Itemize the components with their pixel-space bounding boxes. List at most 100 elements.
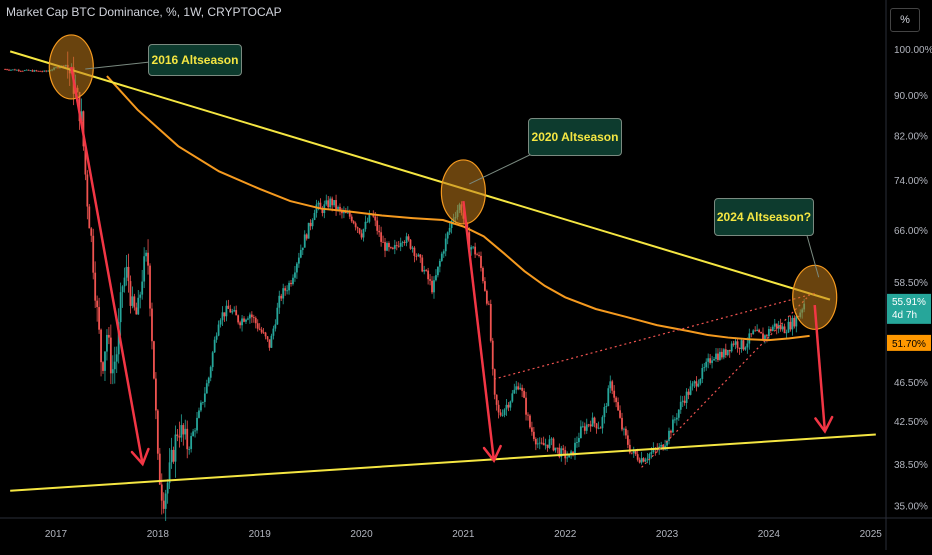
candle-body bbox=[744, 347, 747, 350]
candle-body bbox=[201, 401, 204, 403]
candle-body bbox=[272, 328, 275, 336]
candle-body bbox=[646, 458, 649, 460]
candle-body bbox=[589, 424, 592, 427]
candle-body bbox=[278, 295, 281, 308]
candle-body bbox=[419, 254, 422, 258]
candle-body bbox=[360, 233, 363, 238]
percent-scale-button[interactable]: % bbox=[890, 8, 920, 32]
candle-body bbox=[448, 227, 451, 233]
candle-body bbox=[39, 70, 42, 72]
x-tick-label: 2023 bbox=[656, 529, 679, 540]
candle-body bbox=[634, 450, 637, 455]
candle-body bbox=[80, 111, 83, 122]
candle-body bbox=[626, 435, 629, 445]
candle-body bbox=[595, 423, 598, 429]
candle-body bbox=[591, 417, 594, 427]
candle-body bbox=[131, 296, 134, 306]
candle-body bbox=[311, 219, 314, 227]
candle-body bbox=[41, 71, 44, 73]
candle-body bbox=[623, 428, 625, 430]
candle-body bbox=[292, 277, 294, 285]
candle-body bbox=[247, 318, 249, 320]
candle-body bbox=[248, 314, 251, 319]
candle-body bbox=[331, 198, 334, 206]
candle-body bbox=[405, 236, 408, 243]
candle-body bbox=[303, 234, 306, 248]
candle-body bbox=[21, 70, 24, 72]
candle-body bbox=[689, 386, 692, 395]
candle-body bbox=[736, 341, 739, 348]
x-tick-label: 2020 bbox=[350, 529, 373, 540]
candle-body bbox=[515, 386, 518, 390]
candle-body bbox=[407, 236, 410, 240]
candle-body bbox=[558, 447, 561, 457]
candle-body bbox=[133, 296, 136, 308]
candle-body bbox=[554, 447, 557, 451]
arrow-head bbox=[814, 415, 834, 434]
candle-body bbox=[309, 222, 312, 227]
candle-body bbox=[229, 308, 232, 313]
candle-body bbox=[511, 393, 514, 402]
candle-body bbox=[435, 275, 437, 281]
candle-body bbox=[358, 228, 361, 234]
candle-body bbox=[305, 234, 308, 239]
x-tick-label: 2022 bbox=[554, 529, 577, 540]
candle-body bbox=[115, 354, 118, 362]
candle-body bbox=[556, 447, 559, 449]
candle-body bbox=[343, 211, 345, 214]
candle-body bbox=[174, 434, 177, 462]
candle-body bbox=[638, 459, 641, 463]
candle-body bbox=[540, 442, 543, 444]
candle-body bbox=[711, 360, 713, 363]
candle-body bbox=[362, 229, 365, 238]
candle-body bbox=[764, 335, 766, 341]
candle-body bbox=[10, 69, 12, 71]
candle-body bbox=[630, 452, 633, 454]
candle-body bbox=[713, 359, 715, 361]
ma-value-badge bbox=[887, 334, 931, 351]
candle-body bbox=[153, 341, 155, 379]
candle-body bbox=[198, 410, 200, 418]
candle-body bbox=[151, 308, 153, 342]
candle-body bbox=[719, 351, 721, 360]
candle-body bbox=[632, 450, 635, 454]
arrow-shaft bbox=[70, 66, 144, 465]
candle-body bbox=[728, 349, 731, 352]
candle-body bbox=[615, 397, 618, 403]
highlight-circle bbox=[440, 159, 486, 225]
candle-body bbox=[166, 482, 169, 494]
candle-body bbox=[176, 434, 179, 437]
candle-body bbox=[552, 438, 555, 451]
candle-body bbox=[697, 383, 700, 387]
candle-body bbox=[337, 206, 339, 210]
callout-pointer bbox=[469, 149, 541, 185]
candle-body bbox=[127, 266, 130, 282]
y-tick-label: 82.00% bbox=[894, 131, 928, 142]
candle-body bbox=[683, 400, 686, 403]
candle-body bbox=[348, 212, 351, 217]
trendline-lower-support bbox=[10, 433, 876, 492]
candle-body bbox=[570, 451, 572, 454]
candle-body bbox=[339, 206, 341, 210]
candle-body bbox=[231, 311, 234, 313]
x-tick-label: 2018 bbox=[147, 529, 170, 540]
candle-body bbox=[732, 343, 735, 345]
x-tick-label: 2025 bbox=[860, 529, 883, 540]
candle-body bbox=[237, 315, 240, 323]
candle-body bbox=[687, 391, 690, 395]
candle-body bbox=[611, 381, 614, 391]
candle-body bbox=[538, 442, 541, 444]
candle-body bbox=[484, 281, 486, 291]
candle-body bbox=[354, 223, 357, 228]
candle-body bbox=[33, 70, 36, 72]
candle-body bbox=[205, 383, 208, 394]
candle-body bbox=[417, 254, 420, 257]
x-tick-label: 2017 bbox=[45, 529, 68, 540]
candle-body bbox=[621, 417, 623, 430]
candle-body bbox=[497, 404, 500, 413]
candle-body bbox=[241, 318, 243, 326]
candle-body bbox=[474, 246, 477, 255]
candle-body bbox=[47, 70, 50, 72]
candle-body bbox=[501, 415, 504, 416]
